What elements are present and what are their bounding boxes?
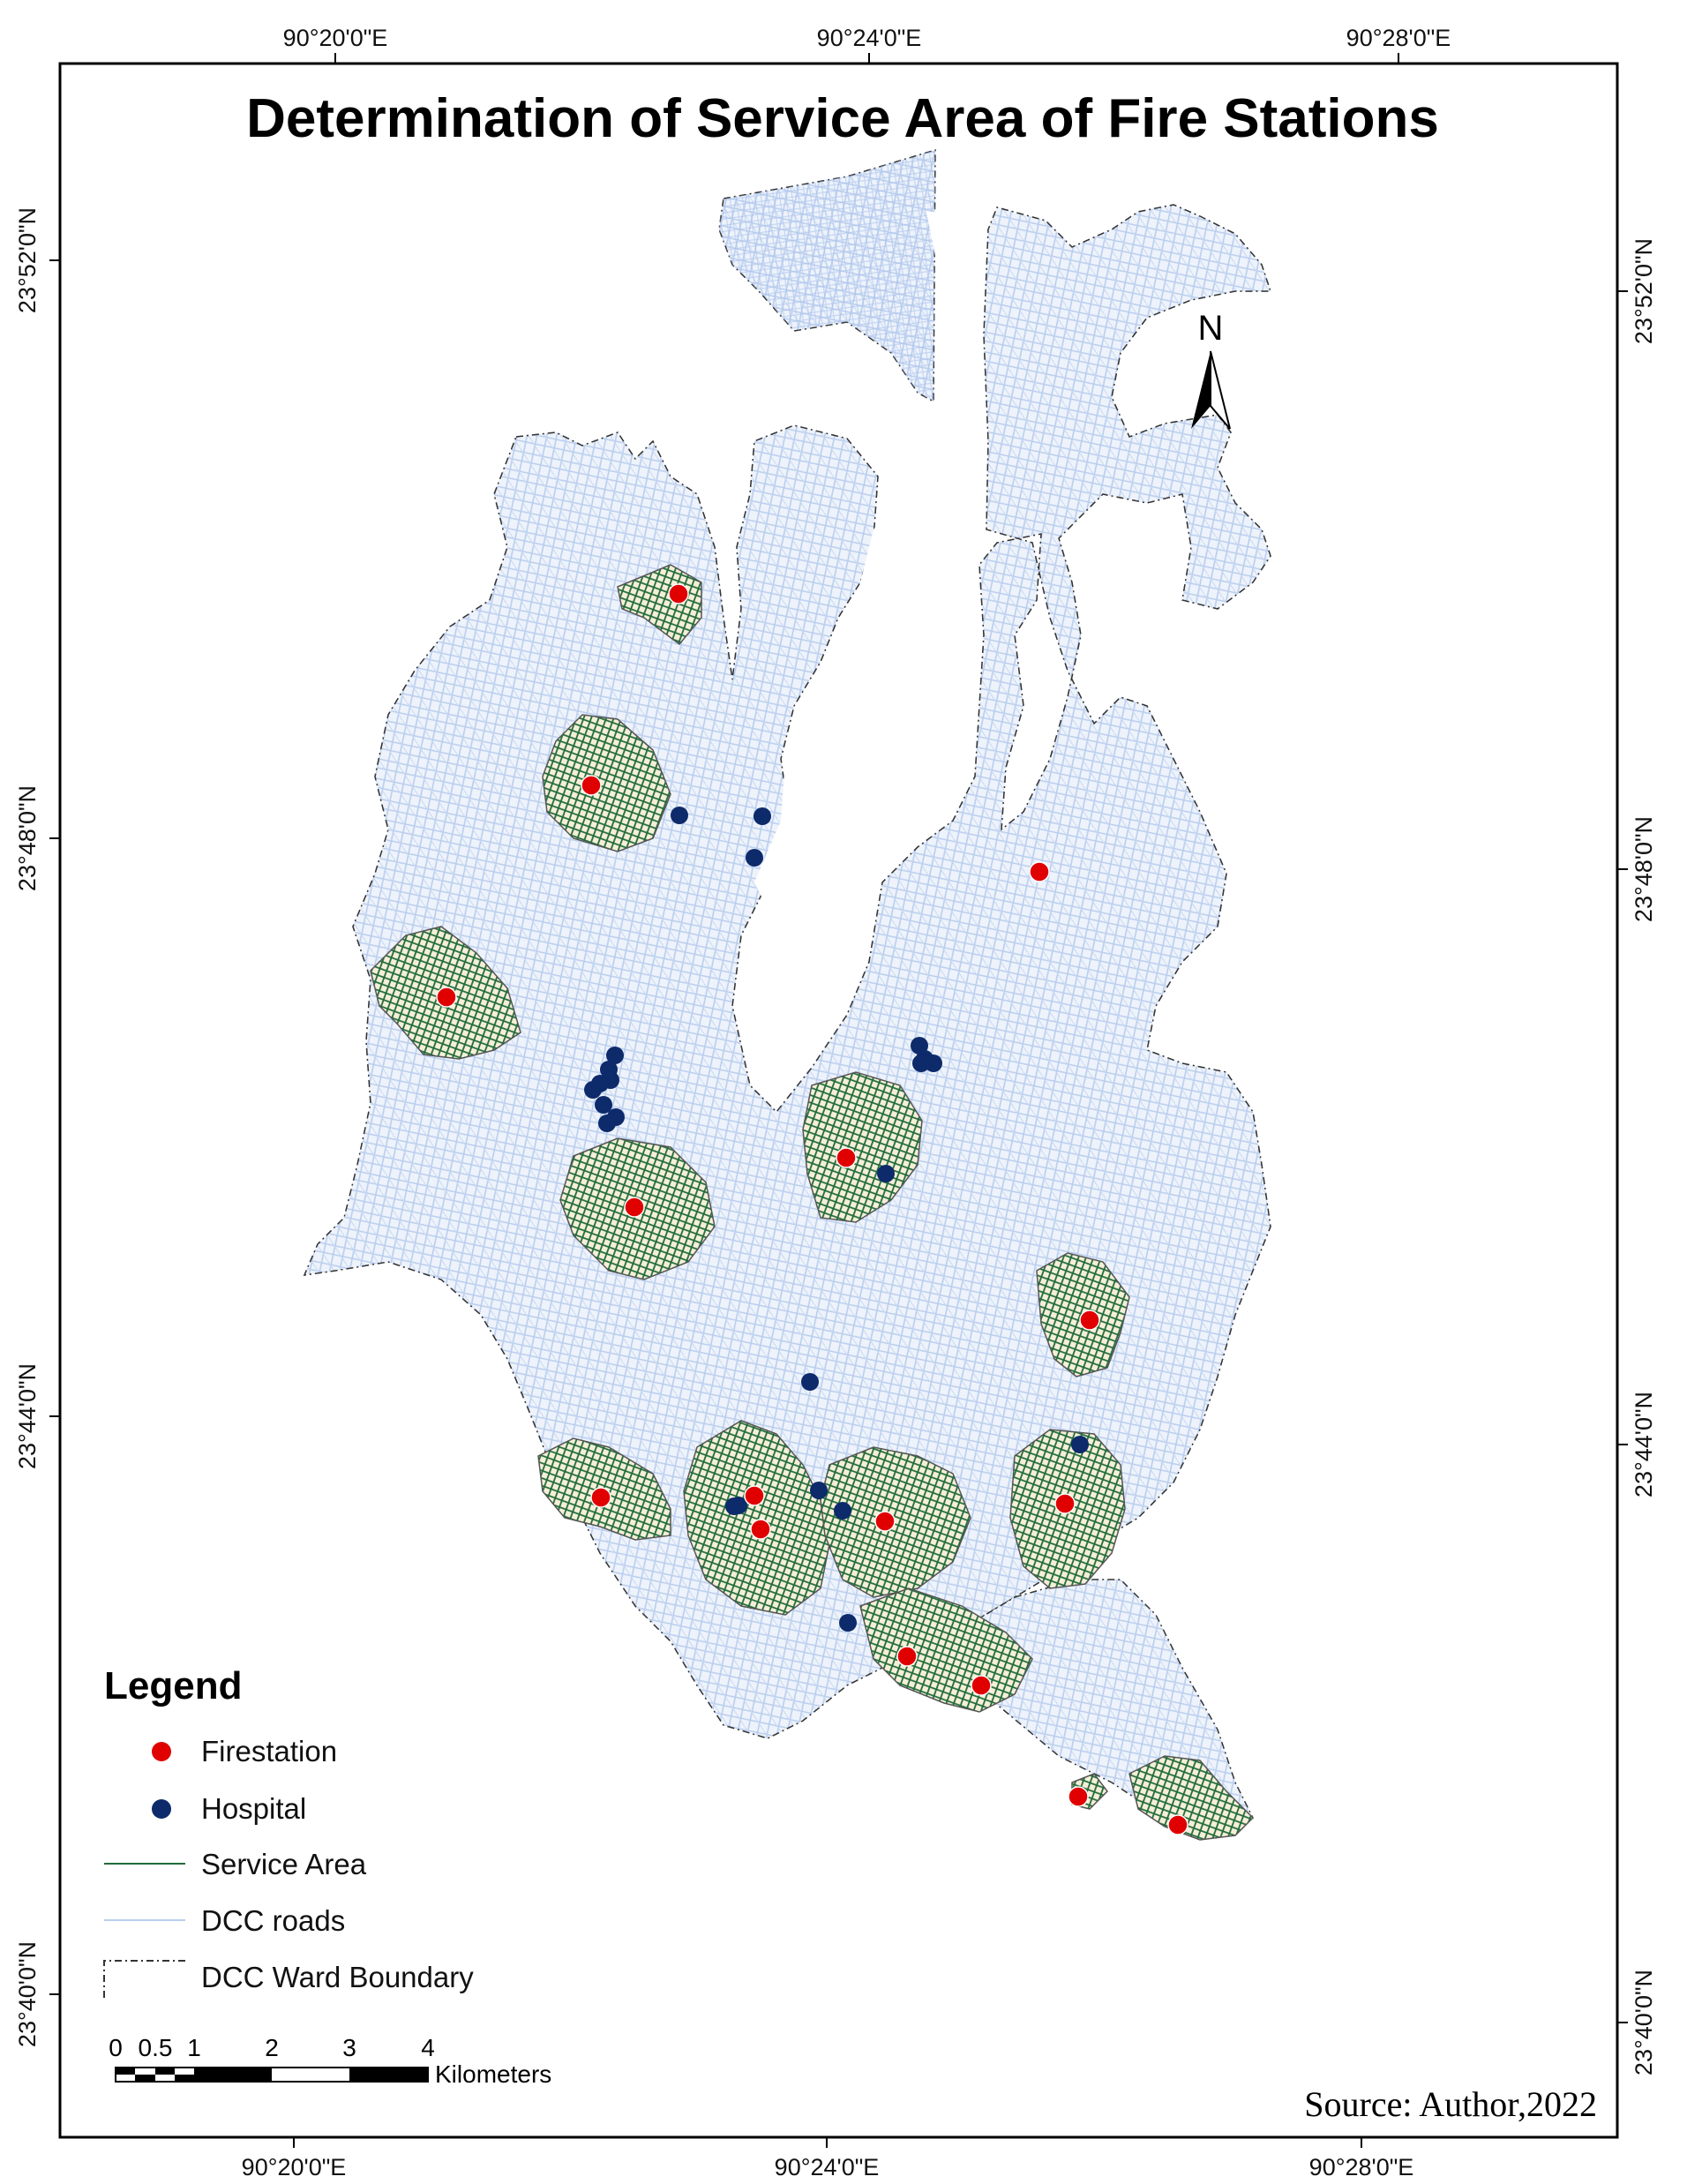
left-lat-label: 23°44'0"N (14, 1363, 41, 1469)
service-area-polygon (683, 1420, 830, 1616)
firestation-point (896, 1646, 918, 1667)
legend-label: Firestation (201, 1735, 337, 1767)
service-area-polygon (542, 714, 671, 852)
legend-ward-boundary-icon (103, 1960, 185, 1998)
left-lat-label: 23°52'0"N (14, 207, 41, 313)
firestation-point (836, 1147, 857, 1168)
north-arrow: N (1191, 309, 1231, 430)
hospital-point (839, 1614, 857, 1632)
north-arrow-label: N (1198, 309, 1224, 348)
source-credit: Source: Author,2022 (1304, 2084, 1597, 2124)
scale-tick-label: 3 (342, 2034, 356, 2061)
bottom-lon-label: 90°24'0"E (775, 2154, 880, 2180)
scale-tick-label: 0 (109, 2034, 123, 2061)
legend-label: Hospital (201, 1792, 306, 1825)
hospital-point (595, 1096, 612, 1114)
hospital-point (754, 807, 771, 825)
top-lon-label: 90°28'0"E (1346, 25, 1451, 51)
hospital-point (725, 1497, 743, 1515)
north-arrow-icon (1191, 350, 1231, 430)
firestation-point (971, 1675, 992, 1696)
firestation-layer (436, 583, 1188, 1835)
firestation-point (1167, 1814, 1188, 1835)
scale-tick-label: 4 (421, 2034, 435, 2061)
firestation-point (1029, 861, 1050, 882)
legend: Legend Firestation Hospital Service Area… (103, 1664, 474, 1998)
legend-label: Service Area (201, 1848, 367, 1880)
hospital-point (598, 1115, 616, 1132)
map-frame (58, 62, 1619, 2139)
left-lat-label: 23°48'0"N (14, 785, 41, 891)
scale-tick-label: 0.5 (139, 2034, 173, 2061)
legend-label: DCC Ward Boundary (201, 1961, 474, 1993)
firestation-point (1054, 1493, 1076, 1514)
bottom-lon-label: 90°28'0"E (1309, 2154, 1414, 2180)
hospital-point (602, 1071, 619, 1089)
hospital-point (912, 1054, 930, 1072)
top-lon-label: 90°24'0"E (817, 25, 922, 51)
map-title: Determination of Service Area of Fire St… (246, 88, 1439, 149)
scale-tick-label: 1 (187, 2034, 201, 2061)
firestation-point (1068, 1786, 1089, 1807)
hospital-point (606, 1047, 624, 1064)
left-lat-label: 23°40'0"N (14, 1941, 41, 2047)
legend-firestation-icon (152, 1742, 171, 1761)
right-lat-label: 23°40'0"N (1631, 1970, 1657, 2075)
scale-bar: 0 0.5 1 2 3 4 Kilometers (109, 2034, 551, 2088)
hospital-point (911, 1037, 928, 1054)
firestation-point (744, 1485, 765, 1506)
legend-hospital-icon (152, 1799, 171, 1819)
firestation-point (750, 1519, 771, 1540)
hospital-point (671, 807, 688, 824)
hospital-point (584, 1081, 602, 1099)
graticule-labels: 90°20'0"E 90°24'0"E 90°28'0"E 90°20'0"E … (14, 25, 1657, 2180)
firestation-point (624, 1197, 645, 1218)
firestation-point (874, 1511, 896, 1532)
service-area-polygon (1128, 1755, 1255, 1841)
hospital-layer (584, 807, 1089, 1632)
bottom-lon-label: 90°20'0"E (242, 2154, 347, 2180)
top-lon-label: 90°20'0"E (283, 25, 388, 51)
firestation-point (668, 583, 689, 604)
service-area-polygon (802, 1071, 923, 1223)
water-bodies (754, 212, 979, 927)
legend-title: Legend (104, 1664, 242, 1707)
firestation-point (436, 987, 457, 1008)
hospital-point (746, 849, 763, 867)
firestation-point (1079, 1310, 1100, 1331)
service-area-polygon (820, 1446, 971, 1598)
firestation-point (590, 1487, 611, 1508)
hospital-point (834, 1502, 851, 1520)
scale-tick-label: 2 (265, 2034, 279, 2061)
legend-label: DCC roads (201, 1904, 345, 1937)
right-lat-label: 23°44'0"N (1631, 1392, 1657, 1497)
hospital-point (877, 1165, 895, 1182)
hospital-point (1071, 1436, 1089, 1453)
hospital-point (801, 1373, 819, 1391)
hospital-point (810, 1482, 828, 1499)
scale-unit: Kilometers (435, 2060, 551, 2088)
graticule-ticks (49, 53, 1628, 2148)
firestation-point (581, 775, 602, 796)
hospital-point (925, 1054, 942, 1072)
right-lat-label: 23°52'0"N (1631, 238, 1657, 344)
right-lat-label: 23°48'0"N (1631, 816, 1657, 922)
